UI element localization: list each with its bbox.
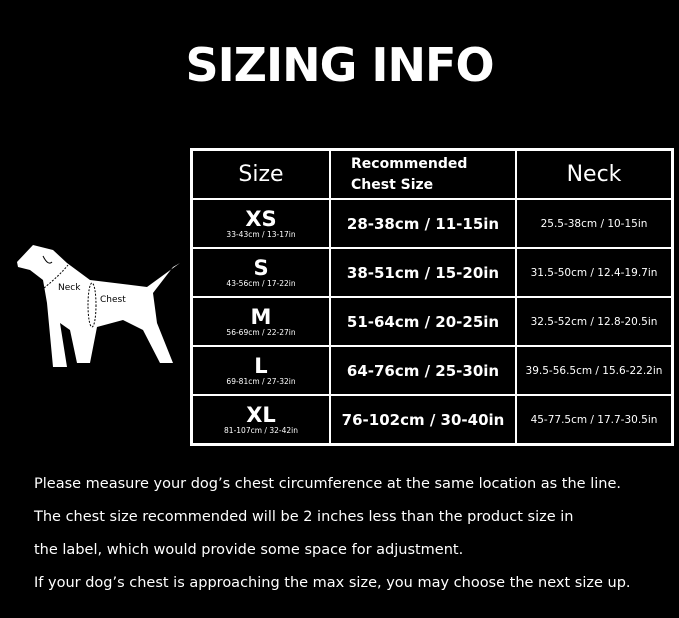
header-chest: Recommended Chest Size bbox=[330, 150, 516, 199]
chest-value: 51-64cm / 20-25in bbox=[330, 297, 516, 346]
note-line: Please measure your dog’s chest circumfe… bbox=[34, 476, 621, 492]
note-line: the label, which would provide some spac… bbox=[34, 542, 464, 558]
size-name: XL bbox=[246, 403, 276, 427]
size-name: XS bbox=[245, 207, 277, 231]
size-name: L bbox=[254, 354, 268, 378]
table-header: Size Recommended Chest Size Neck bbox=[192, 150, 672, 199]
size-range: 56-69cm / 22-27in bbox=[226, 328, 296, 337]
page-title: SIZING INFO bbox=[185, 38, 494, 92]
size-range: 43-56cm / 17-22in bbox=[226, 279, 296, 288]
header-neck: Neck bbox=[516, 150, 672, 199]
chest-value: 64-76cm / 25-30in bbox=[330, 346, 516, 395]
sizing-notes: Please measure your dog’s chest circumfe… bbox=[34, 468, 631, 600]
table-row: XL 81-107cm / 32-42in 76-102cm / 30-40in 45… bbox=[192, 395, 672, 444]
size-range: 69-81cm / 27-32in bbox=[226, 377, 296, 386]
table-row: XS 33-43cm / 13-17in 28-38cm / 11-15in 25.5… bbox=[192, 199, 672, 248]
neck-label: Neck bbox=[58, 283, 81, 293]
chest-label: Chest bbox=[100, 295, 126, 305]
size-name: S bbox=[253, 256, 269, 280]
chest-value: 76-102cm / 30-40in bbox=[330, 395, 516, 444]
header-size: Size bbox=[192, 150, 330, 199]
size-name: M bbox=[250, 305, 272, 329]
neck-value: 31.5-50cm / 12.4-19.7in bbox=[516, 248, 672, 297]
header-chest-line2: Chest Size bbox=[351, 176, 434, 193]
table-row: L 69-81cm / 27-32in 64-76cm / 25-30in 39.5-… bbox=[192, 346, 672, 395]
neck-value: 45-77.5cm / 17.7-30.5in bbox=[516, 395, 672, 444]
chest-value: 38-51cm / 15-20in bbox=[330, 248, 516, 297]
note-line: The chest size recommended will be 2 inc… bbox=[34, 509, 574, 525]
header-chest-line1: Recommended bbox=[351, 155, 468, 172]
size-range: 81-107cm / 32-42in bbox=[224, 426, 298, 435]
chest-value: 28-38cm / 11-15in bbox=[330, 199, 516, 248]
table-row: M 56-69cm / 22-27in 51-64cm / 20-25in 32.5-… bbox=[192, 297, 672, 346]
table-row: S 43-56cm / 17-22in 38-51cm / 15-20in 31.5-… bbox=[192, 248, 672, 297]
neck-value: 39.5-56.5cm / 15.6-22.2in bbox=[516, 346, 672, 395]
neck-value: 32.5-52cm / 12.8-20.5in bbox=[516, 297, 672, 346]
size-range: 33-43cm / 13-17in bbox=[226, 230, 296, 239]
note-line: If your dog’s chest is approaching the m… bbox=[34, 575, 631, 591]
size-table: Size Recommended Chest Size Neck XS 33-43c… bbox=[190, 148, 674, 446]
neck-value: 25.5-38cm / 10-15in bbox=[516, 199, 672, 248]
